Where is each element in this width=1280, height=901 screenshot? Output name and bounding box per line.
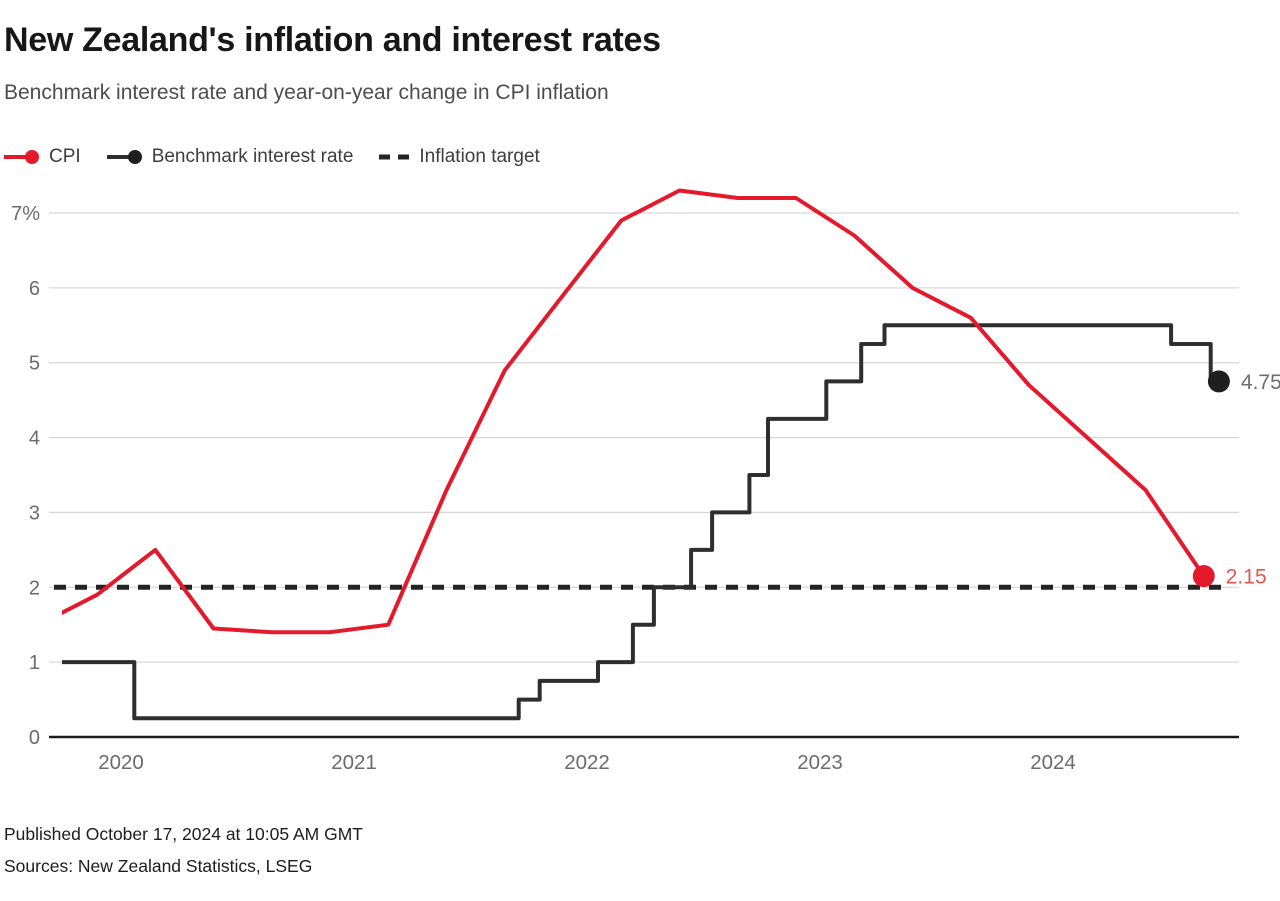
cpi-line — [62, 188, 1206, 635]
y-tick-label: 6 — [29, 278, 40, 300]
chart-subtitle: Benchmark interest rate and year-on-year… — [4, 81, 609, 105]
y-tick-label: 2 — [29, 578, 40, 600]
plot-lines — [62, 188, 1221, 721]
y-tick-label: 7% — [11, 203, 40, 225]
line-chart: 0 1 2 3 4 5 6 7% 4.75 2.15 2020 2021 2022 2023 2024 — [11, 188, 1280, 774]
cpi-end-dot — [1192, 565, 1215, 588]
x-tick-label: 2023 — [797, 751, 843, 774]
y-tick-label: 1 — [29, 653, 40, 675]
legend-item-target: Inflation target — [379, 146, 540, 168]
x-tick-label: 2020 — [98, 751, 144, 774]
legend-label-benchmark: Benchmark interest rate — [151, 146, 354, 168]
chart-legend: CPI Benchmark interest rate Inflation ta… — [4, 145, 1280, 169]
legend-item-cpi: CPI — [4, 146, 81, 168]
benchmark-rate-line — [62, 323, 1221, 721]
y-tick-label: 4 — [29, 428, 40, 450]
cpi-end-label: 2.15 — [1226, 566, 1267, 589]
benchmark-end-label: 4.75 — [1241, 371, 1280, 394]
legend-item-benchmark: Benchmark interest rate — [106, 146, 354, 168]
legend-label-target: Inflation target — [419, 146, 540, 168]
x-tick-label: 2024 — [1030, 751, 1076, 774]
cpi-line-dot-icon — [4, 150, 39, 165]
legend-label-cpi: CPI — [49, 146, 81, 168]
y-tick-label: 0 — [29, 727, 40, 749]
published-timestamp: Published October 17, 2024 at 10:05 AM G… — [4, 824, 363, 845]
x-tick-label: 2021 — [331, 751, 377, 774]
benchmark-end-dot — [1207, 370, 1230, 393]
x-tick-label: 2022 — [564, 751, 610, 774]
chart-area: 0 1 2 3 4 5 6 7% 4.75 2.15 2020 2021 2022 2023 2024 — [4, 174, 1280, 809]
inflation-target-dash-icon — [379, 154, 411, 160]
benchmark-line-dot-icon — [106, 150, 142, 165]
sources-note: Sources: New Zealand Statistics, LSEG — [4, 855, 313, 876]
page-title: New Zealand's inflation and interest rat… — [4, 21, 661, 59]
chart-footer: Published October 17, 2024 at 10:05 AM G… — [4, 819, 1280, 881]
y-tick-label: 5 — [29, 353, 40, 375]
y-tick-label: 3 — [29, 503, 40, 525]
